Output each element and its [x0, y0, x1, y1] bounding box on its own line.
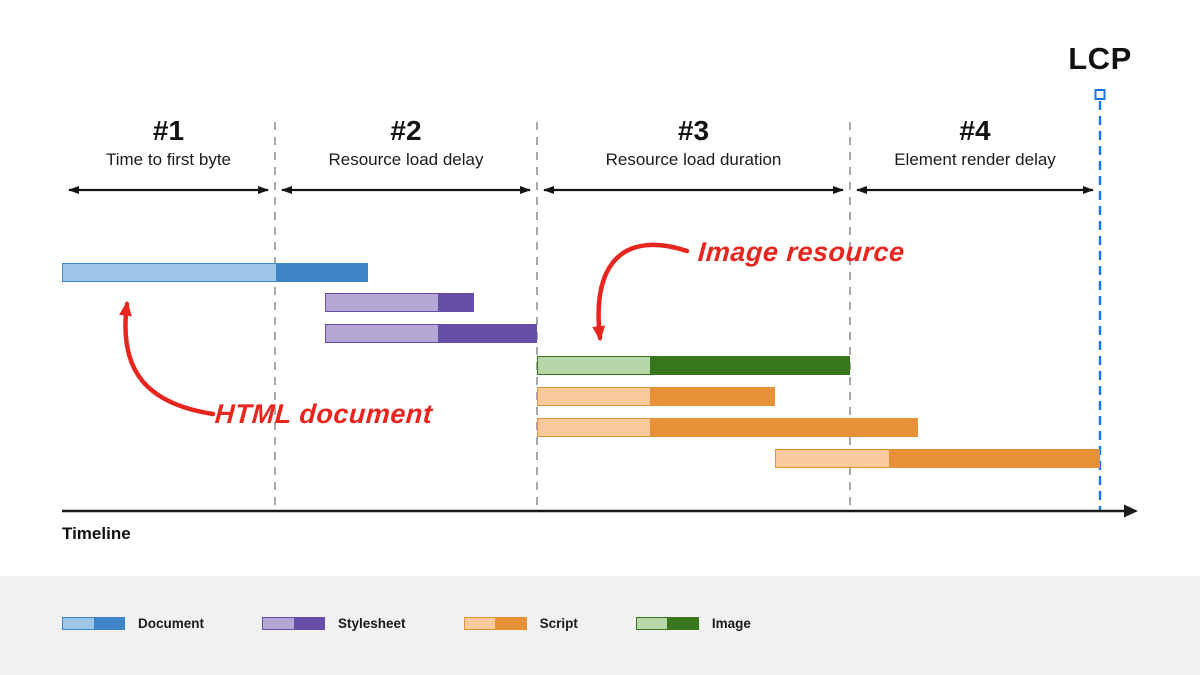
legend-swatch-dark — [495, 618, 526, 629]
legend-item-image: Image — [635, 616, 751, 631]
legend-swatch-dark — [93, 618, 124, 629]
legend-swatch-dark — [667, 618, 698, 629]
html-document-annotation: HTML document — [213, 399, 434, 429]
bar-segment-dark — [889, 450, 1099, 467]
lcp-marker — [1094, 89, 1106, 100]
phase-number: #4 — [959, 115, 991, 146]
bar-segment-light — [538, 388, 650, 405]
phase-name: Resource load delay — [328, 150, 484, 169]
image-resource-arrow — [592, 242, 690, 342]
bar-segment-light — [538, 419, 650, 436]
legend-label: Image — [711, 616, 751, 631]
script-bar — [537, 387, 775, 406]
bar-segment-dark — [438, 325, 536, 342]
phase-header-2: #2 Resource load delay — [275, 116, 537, 170]
image-resource-annotation: Image resource — [696, 237, 906, 267]
legend-item-document: Document — [62, 616, 204, 631]
document-bar — [62, 263, 368, 282]
html-document-arrow — [119, 300, 216, 417]
bar-segment-dark — [650, 419, 917, 436]
bar-segment-dark — [650, 388, 774, 405]
legend-item-stylesheet: Stylesheet — [262, 616, 406, 631]
bar-segment-light — [776, 450, 889, 467]
timeline-axis-arrowhead — [1124, 504, 1138, 518]
phase-header-3: #3 Resource load duration — [537, 116, 850, 170]
lcp-line — [1094, 89, 1106, 510]
timeline-axis — [62, 504, 1138, 518]
script-bar — [537, 418, 918, 437]
legend-swatch — [635, 617, 699, 630]
legend-swatch — [62, 617, 125, 630]
bar-segment-dark — [276, 264, 367, 281]
bar-segment-light — [326, 294, 438, 311]
legend-item-script: Script — [463, 616, 578, 631]
bar-segment-dark — [650, 357, 849, 374]
legend-label: Stylesheet — [338, 616, 406, 631]
phase-name: Resource load duration — [605, 150, 782, 169]
phase-number: #1 — [152, 115, 185, 146]
legend-swatch-light — [63, 618, 94, 629]
legend-swatch — [463, 617, 527, 630]
phase-header-1: #1 Time to first byte — [62, 116, 275, 170]
phase-name: Time to first byte — [105, 150, 231, 169]
legend-band — [0, 576, 1200, 675]
phase-number: #2 — [390, 115, 422, 146]
bar-segment-dark — [438, 294, 473, 311]
legend-label: Script — [539, 616, 578, 631]
legend-swatch-dark — [293, 618, 325, 629]
image-bar — [537, 356, 850, 375]
bar-segment-light — [63, 264, 276, 281]
legend-swatch — [262, 617, 326, 630]
script-bar — [775, 449, 1100, 468]
stylesheet-bar — [325, 324, 537, 343]
bar-segment-light — [326, 325, 438, 342]
phase-name: Element render delay — [894, 150, 1056, 169]
legend-swatch-light — [464, 618, 496, 629]
bar-segment-light — [538, 357, 650, 374]
legend-label: Document — [138, 616, 205, 631]
phase-header-4: #4 Element render delay — [850, 116, 1100, 170]
phase-number: #3 — [677, 115, 710, 146]
stylesheet-bar — [325, 293, 474, 312]
lcp-label: LCP — [1068, 41, 1132, 76]
timeline-label: Timeline — [62, 524, 131, 543]
legend-swatch-light — [636, 618, 668, 629]
legend-swatch-light — [263, 618, 294, 629]
legend: Document Stylesheet Script Image — [0, 616, 1200, 631]
